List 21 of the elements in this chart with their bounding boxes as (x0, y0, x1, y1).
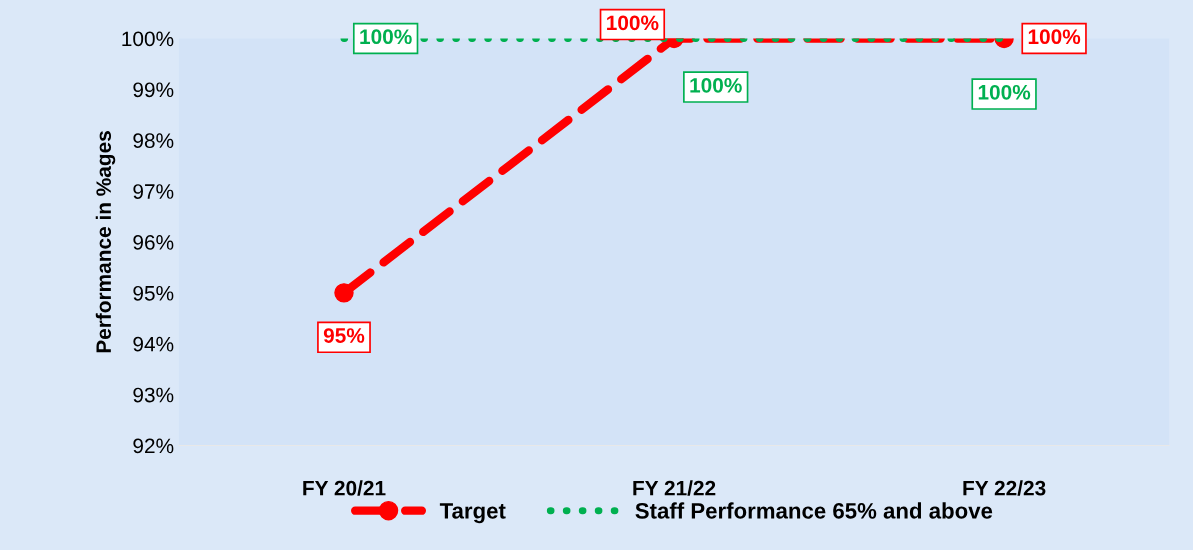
data-label: 95% (323, 328, 365, 343)
x-tick-label: FY 20/21 (303, 480, 386, 496)
y-tick-label: 92% (133, 438, 174, 454)
legend-label: Staff Performance 65% and above (635, 502, 993, 519)
y-tick-label: 94% (133, 336, 174, 352)
y-tick-label: 100% (122, 31, 174, 47)
y-tick-label: 98% (133, 133, 174, 148)
y-tick-label: 95% (133, 285, 174, 301)
y-tick-label: 99% (133, 82, 174, 98)
data-label: 100% (978, 84, 1031, 100)
y-tick-label: 97% (133, 184, 174, 199)
legend-label: Target (439, 503, 506, 524)
y-tick-label: 93% (133, 387, 174, 403)
data-label: 100% (690, 77, 742, 93)
y-tick-label: 96% (133, 235, 174, 250)
data-label: 100% (607, 15, 659, 31)
data-label: 100% (360, 29, 412, 45)
data-label: 100% (1028, 29, 1081, 45)
x-tick-label: FY 21/22 (633, 480, 716, 496)
y-axis-title: Performance in %ages (95, 131, 116, 353)
x-tick-label: FY 22/23 (963, 480, 1046, 496)
